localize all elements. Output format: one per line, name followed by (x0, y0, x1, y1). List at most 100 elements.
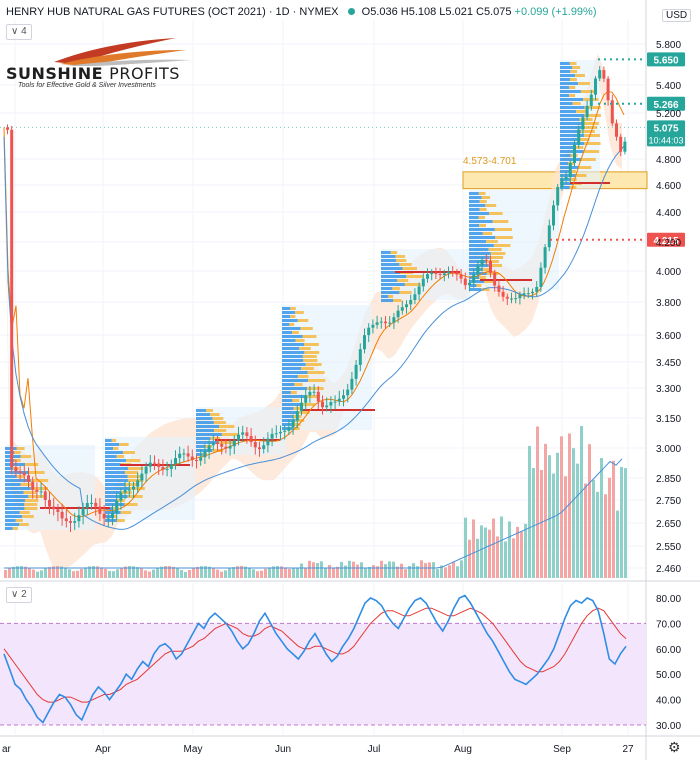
candle (232, 435, 236, 455)
candle (140, 466, 144, 488)
candle-body (426, 274, 429, 279)
candle (358, 343, 362, 372)
profile-bar (116, 519, 125, 522)
candle-body (18, 471, 22, 473)
profile-bar (282, 383, 295, 386)
volume-bar (380, 560, 383, 578)
volume-bar (516, 526, 519, 578)
volume-bar (596, 491, 599, 578)
volume-bar (124, 566, 127, 578)
volume-bar (616, 510, 619, 578)
profile-bar (282, 367, 302, 370)
candle-body (405, 304, 408, 308)
volume-ma-line (4, 458, 623, 569)
profile-bar (127, 475, 143, 478)
candle (556, 184, 560, 211)
rsi-ma-line (3, 607, 627, 703)
candle (312, 384, 316, 396)
volume-bar (568, 433, 571, 578)
candle-body (48, 499, 51, 507)
volume-bar (60, 566, 63, 578)
candle (266, 432, 270, 453)
candle (10, 125, 14, 475)
candle (514, 292, 518, 304)
volume-bar (192, 568, 195, 578)
profile-bar (490, 252, 506, 255)
chart-title: HENRY HUB NATURAL GAS FUTURES (OCT 2021)… (6, 6, 339, 18)
volume-bar (220, 571, 223, 578)
volume-bar (316, 562, 319, 578)
profile-bar (210, 437, 221, 440)
candle (417, 282, 421, 301)
candle (165, 461, 169, 477)
candle-body (384, 321, 387, 324)
rsi-pane-collapse-button[interactable]: ∨ 2 (6, 587, 32, 603)
currency-selector[interactable]: USD (662, 9, 692, 22)
candle-body (480, 259, 484, 266)
profile-bar (488, 248, 502, 251)
candle (291, 414, 295, 435)
candle (484, 254, 488, 266)
candle-body (379, 321, 383, 323)
volume-bar (72, 571, 75, 578)
candle (375, 315, 379, 329)
profile-bar (5, 459, 15, 462)
candle-body (375, 322, 379, 325)
candle (52, 497, 56, 516)
candle-body (447, 271, 450, 274)
profile-bar (282, 315, 291, 318)
profile-bar (196, 441, 219, 444)
volume-bar (292, 567, 295, 578)
candles[interactable] (6, 66, 627, 532)
candle-body (31, 481, 35, 490)
profile-bar (569, 178, 577, 181)
volume-bar (88, 566, 91, 578)
volume-bar (200, 566, 203, 578)
candle-body (304, 395, 308, 403)
candle (14, 459, 18, 477)
volume-bar (492, 518, 495, 578)
candle (77, 506, 81, 528)
profile-bar (560, 158, 582, 161)
volume-bar (424, 563, 427, 578)
candle-body (148, 462, 152, 467)
candle-body (106, 518, 110, 520)
volume-bar (264, 568, 267, 578)
candle-body (98, 506, 102, 514)
profile-bar (493, 244, 511, 247)
main-pane-collapse-button[interactable]: ∨ 4 (6, 24, 32, 40)
profile-bar (572, 102, 581, 105)
profile-bar (484, 280, 495, 283)
candle (190, 449, 194, 467)
candle (337, 390, 341, 406)
time-tick: Sep (553, 744, 571, 755)
profile-bar (119, 443, 129, 446)
candle-body (241, 432, 245, 435)
candle-body (459, 274, 463, 279)
candle (577, 125, 581, 149)
profile-bar (124, 471, 139, 474)
candle (510, 292, 513, 304)
volume-bar (480, 525, 483, 578)
candle (270, 428, 274, 447)
volume-bar (440, 565, 443, 578)
candle-body (6, 127, 9, 130)
profile-bar (14, 451, 21, 454)
rsi-tick: 70.00 (656, 619, 681, 630)
candle (564, 172, 568, 184)
candle (434, 267, 438, 280)
candle (388, 316, 392, 328)
candle-body (90, 502, 93, 504)
profile-bar (469, 196, 482, 199)
profile-bar (292, 427, 300, 430)
profile-bar (282, 323, 290, 326)
profile-bar (295, 339, 305, 342)
candle (497, 279, 501, 297)
candle (195, 455, 198, 469)
profile-bar (105, 491, 122, 494)
volume-bar (280, 566, 283, 578)
settings-gear-icon[interactable]: ⚙ (668, 739, 681, 755)
profile-bar (30, 479, 49, 482)
candle (447, 266, 450, 279)
profile-bar (24, 463, 39, 466)
